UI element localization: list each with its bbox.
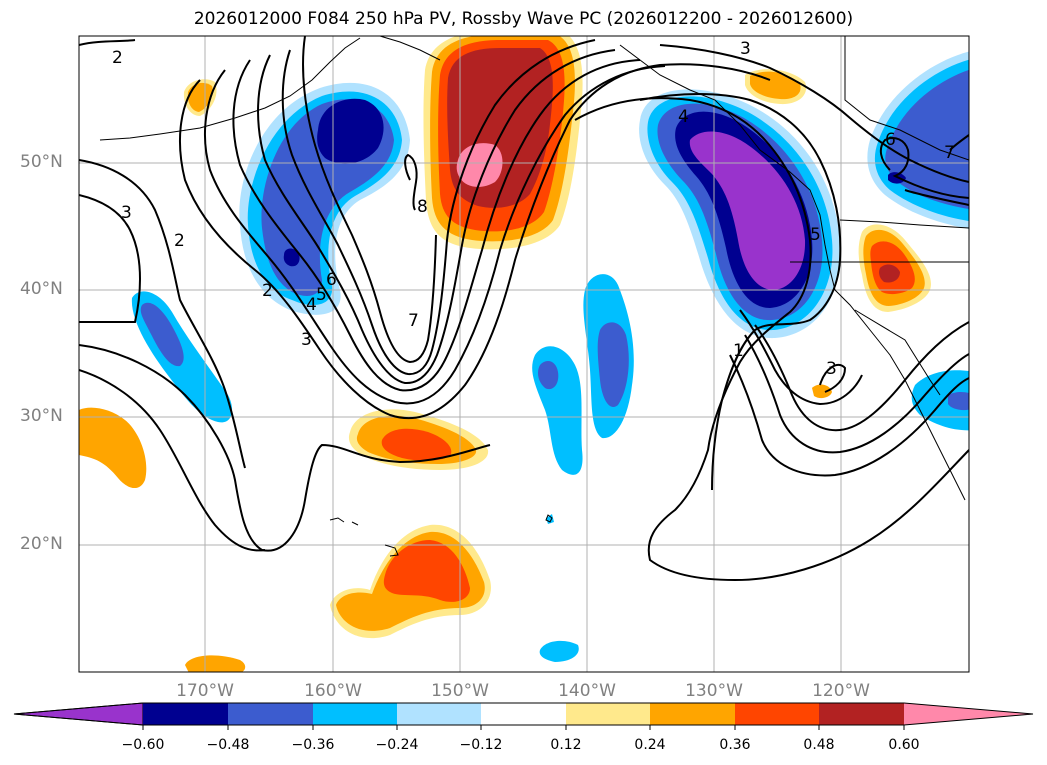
- colorbar-bin: [566, 703, 650, 725]
- lon-label-150w: 150°W: [431, 681, 489, 701]
- colorbar-extend-high: [904, 703, 1033, 725]
- anomaly-fields: [79, 36, 969, 672]
- lon-label-140w: 140°W: [558, 681, 616, 701]
- contour-label: 5: [810, 225, 821, 245]
- lat-label-50n: 50°N: [20, 152, 63, 172]
- contour-label: 2: [262, 281, 273, 301]
- contour-label: 1: [733, 341, 744, 361]
- colorbar-bin: [397, 703, 481, 725]
- lon-label-170w: 170°W: [176, 681, 234, 701]
- contour-label: 4: [306, 295, 317, 315]
- lat-label-30n: 30°N: [20, 406, 63, 426]
- negative-anomaly-small: [131, 274, 969, 662]
- lon-label-120w: 120°W: [812, 681, 870, 701]
- contour-label: 3: [121, 203, 132, 223]
- contour-label: 8: [417, 197, 428, 217]
- colorbar-tick-label: −0.48: [206, 737, 250, 753]
- colorbar-extend-low: [13, 702, 144, 726]
- map-title: 2026012000 F084 250 hPa PV, Rossby Wave …: [193, 9, 854, 29]
- colorbar-tick-label: 0.48: [803, 737, 835, 753]
- colorbar: [13, 702, 1034, 730]
- contour-label: 5: [316, 285, 327, 305]
- contour-label: 6: [326, 270, 337, 290]
- positive-anomaly-subtropics: [79, 407, 491, 672]
- colorbar-bin: [143, 703, 228, 725]
- contour-label: 7: [408, 311, 419, 331]
- contour-label: 3: [826, 359, 837, 379]
- gridlines: [79, 36, 969, 672]
- colorbar-tick-label: 0.12: [550, 737, 582, 753]
- colorbar-tick-label: 0.36: [719, 737, 751, 753]
- map-frame: [78, 35, 970, 673]
- colorbar-bin: [313, 703, 397, 725]
- colorbar-tick-label: 0.60: [888, 737, 920, 753]
- contour-label: 2: [174, 231, 185, 251]
- colorbar-tick-label: −0.24: [375, 737, 419, 753]
- lon-label-160w: 160°W: [304, 681, 362, 701]
- colorbar-tick-label: −0.60: [121, 737, 165, 753]
- contour-label: 3: [740, 39, 751, 59]
- colorbar-ticks: [142, 725, 905, 730]
- contour-label: 6: [885, 130, 896, 150]
- colorbar-tick-label: 0.24: [634, 737, 666, 753]
- contour-labels: 2 3 3 2 2 4 5 6 3 7 8 1 5 4 6 7 3: [112, 39, 955, 379]
- lon-label-130w: 130°W: [685, 681, 743, 701]
- colorbar-bin: [228, 703, 313, 725]
- positive-anomaly-ridge: [423, 36, 583, 250]
- colorbar-tick-label: −0.36: [291, 737, 335, 753]
- colorbar-tick-label: −0.12: [459, 737, 503, 753]
- colorbar-bin: [650, 703, 735, 725]
- colorbar-bin: [819, 703, 904, 725]
- colorbar-bin: [735, 703, 819, 725]
- lat-label-40n: 40°N: [20, 279, 63, 299]
- pv-contours: [79, 36, 969, 582]
- negative-anomaly-northeast: [867, 51, 969, 229]
- contour-label: 4: [678, 107, 689, 127]
- lat-label-20n: 20°N: [20, 534, 63, 554]
- negative-anomaly-east: [639, 89, 841, 339]
- contour-label: 7: [944, 143, 955, 163]
- contour-label: 2: [112, 48, 123, 68]
- contour-label: 3: [301, 330, 312, 350]
- colorbar-bin: [481, 703, 566, 725]
